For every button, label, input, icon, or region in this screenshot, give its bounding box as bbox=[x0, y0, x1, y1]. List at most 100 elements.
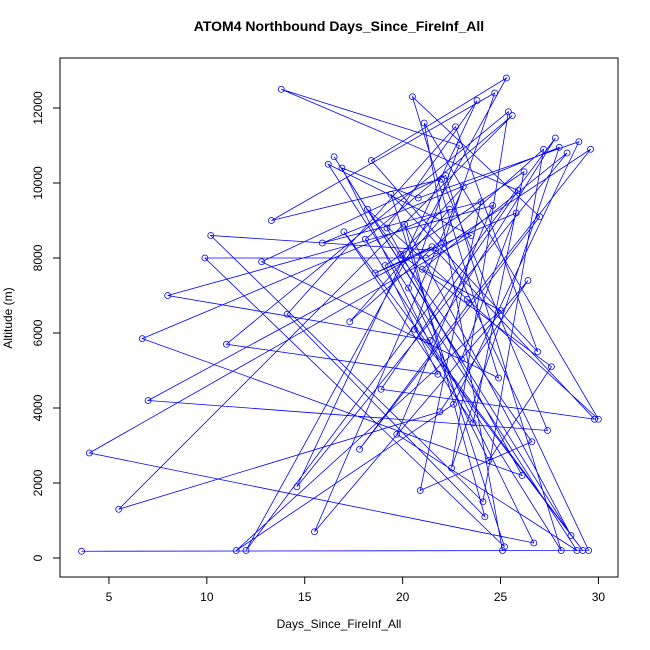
data-point bbox=[377, 385, 385, 393]
data-point bbox=[473, 97, 481, 104]
data-point bbox=[512, 209, 520, 217]
data-point bbox=[595, 415, 602, 423]
data-point bbox=[442, 172, 450, 179]
data-point bbox=[491, 89, 499, 97]
data-point bbox=[489, 202, 497, 209]
data-point bbox=[536, 213, 544, 221]
data-point bbox=[387, 190, 395, 198]
data-point bbox=[232, 547, 240, 554]
data-point bbox=[78, 547, 85, 555]
y-tick-label: 4000 bbox=[31, 394, 45, 421]
data-point bbox=[520, 168, 528, 176]
data-point bbox=[575, 138, 583, 146]
data-point bbox=[434, 370, 442, 378]
data-point bbox=[508, 112, 516, 119]
data-point bbox=[567, 532, 575, 539]
data-point bbox=[356, 445, 363, 453]
data-point bbox=[502, 74, 510, 82]
data-point bbox=[164, 292, 172, 299]
data-point bbox=[544, 427, 551, 434]
x-tick-label: 20 bbox=[396, 590, 410, 604]
data-point bbox=[456, 142, 463, 149]
data-point bbox=[555, 143, 563, 151]
data-point bbox=[242, 547, 250, 554]
data-point bbox=[115, 505, 123, 513]
data-point bbox=[405, 284, 412, 292]
data-point bbox=[393, 430, 401, 438]
data-point bbox=[477, 198, 485, 206]
x-axis-label: Days_Since_FireInf_All bbox=[277, 617, 402, 631]
data-point bbox=[548, 363, 555, 371]
data-point bbox=[85, 449, 93, 457]
data-point bbox=[381, 262, 389, 269]
data-point bbox=[397, 250, 405, 258]
data-point bbox=[428, 243, 436, 251]
data-point bbox=[465, 299, 473, 307]
data-point bbox=[499, 547, 506, 554]
data-point bbox=[563, 149, 571, 157]
data-point bbox=[330, 153, 338, 161]
data-point bbox=[401, 220, 408, 228]
data-point bbox=[481, 513, 489, 521]
data-point bbox=[557, 547, 565, 554]
data-point bbox=[495, 374, 502, 382]
data-point bbox=[414, 194, 422, 202]
data-point bbox=[283, 310, 291, 318]
y-tick-label: 6000 bbox=[31, 319, 45, 346]
data-point bbox=[362, 235, 369, 243]
x-tick-label: 15 bbox=[298, 590, 312, 604]
data-point bbox=[410, 325, 418, 333]
data-point bbox=[293, 483, 301, 491]
y-tick-label: 10000 bbox=[31, 166, 45, 200]
data-point bbox=[223, 340, 230, 348]
y-tick-label: 12000 bbox=[31, 91, 45, 125]
data-line bbox=[81, 76, 599, 552]
data-point bbox=[450, 400, 457, 408]
data-point bbox=[452, 123, 459, 131]
y-tick-label: 2000 bbox=[31, 469, 45, 496]
data-point bbox=[579, 547, 587, 554]
data-point bbox=[311, 528, 318, 536]
data-point bbox=[138, 335, 146, 343]
data-point bbox=[144, 397, 152, 404]
data-point bbox=[467, 232, 475, 239]
data-point bbox=[318, 239, 326, 247]
y-tick-label: 8000 bbox=[31, 244, 45, 271]
data-point bbox=[551, 134, 559, 142]
data-point bbox=[459, 183, 467, 191]
data-point bbox=[416, 487, 424, 494]
data-point bbox=[524, 277, 532, 284]
data-point bbox=[346, 318, 354, 326]
data-point bbox=[469, 419, 477, 427]
data-point bbox=[518, 472, 526, 479]
data-point bbox=[440, 239, 448, 247]
data-point bbox=[591, 415, 598, 423]
data-point bbox=[201, 254, 209, 262]
data-point bbox=[324, 160, 332, 168]
data-point bbox=[426, 337, 434, 344]
data-point bbox=[367, 157, 375, 164]
data-point bbox=[277, 85, 285, 93]
x-tick-label: 25 bbox=[494, 590, 508, 604]
y-axis-label: Altitude (m) bbox=[1, 287, 15, 348]
data-point bbox=[497, 307, 504, 314]
data-point bbox=[504, 108, 512, 116]
data-point bbox=[457, 355, 465, 363]
data-point bbox=[534, 348, 542, 356]
data-point bbox=[258, 258, 266, 266]
data-point bbox=[268, 217, 275, 224]
x-tick-label: 10 bbox=[200, 590, 214, 604]
y-tick-label: 0 bbox=[31, 554, 45, 561]
x-tick-label: 5 bbox=[106, 590, 113, 604]
data-point bbox=[448, 464, 455, 472]
data-point bbox=[371, 269, 379, 277]
data-point bbox=[338, 164, 346, 172]
data-point bbox=[207, 232, 215, 239]
data-point bbox=[528, 438, 536, 446]
data-point bbox=[436, 408, 444, 416]
data-point bbox=[422, 254, 430, 262]
data-point bbox=[540, 145, 547, 153]
data-point bbox=[383, 224, 391, 232]
data-point bbox=[420, 119, 428, 127]
